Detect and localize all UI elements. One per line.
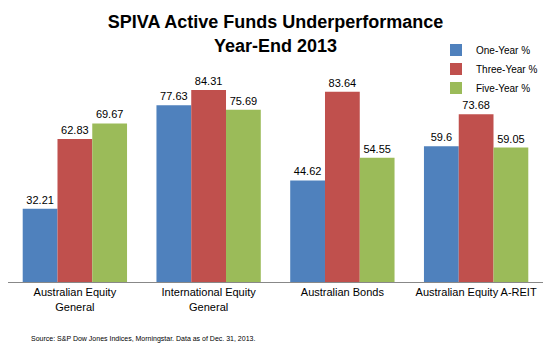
svg-text:Three-Year %: Three-Year %	[476, 64, 537, 75]
svg-text:Australian Equity A-REIT: Australian Equity A-REIT	[416, 286, 537, 298]
svg-text:59.05: 59.05	[497, 133, 525, 145]
svg-text:Five-Year %: Five-Year %	[476, 83, 530, 94]
svg-text:73.68: 73.68	[462, 99, 490, 111]
svg-text:Australian Bonds: Australian Bonds	[301, 286, 385, 298]
svg-text:83.64: 83.64	[329, 77, 357, 89]
svg-text:75.69: 75.69	[230, 95, 258, 107]
svg-text:44.62: 44.62	[294, 165, 322, 177]
svg-text:84.31: 84.31	[195, 75, 223, 87]
svg-text:69.67: 69.67	[96, 108, 124, 120]
svg-text:54.55: 54.55	[363, 143, 391, 155]
svg-text:77.63: 77.63	[160, 90, 188, 102]
svg-text:SPIVA Active Funds Underperfor: SPIVA Active Funds UnderperformanceYear-…	[108, 12, 443, 55]
svg-text:International EquityGeneral: International EquityGeneral	[162, 286, 257, 312]
svg-text:59.6: 59.6	[431, 131, 452, 143]
svg-text:Source: S&P Dow Jones Indices,: Source: S&P Dow Jones Indices, Morningst…	[31, 335, 255, 343]
svg-text:62.83: 62.83	[61, 124, 89, 136]
svg-text:One-Year %: One-Year %	[476, 45, 530, 56]
svg-text:32.21: 32.21	[26, 194, 54, 206]
svg-text:Australian EquityGeneral: Australian EquityGeneral	[34, 286, 117, 312]
